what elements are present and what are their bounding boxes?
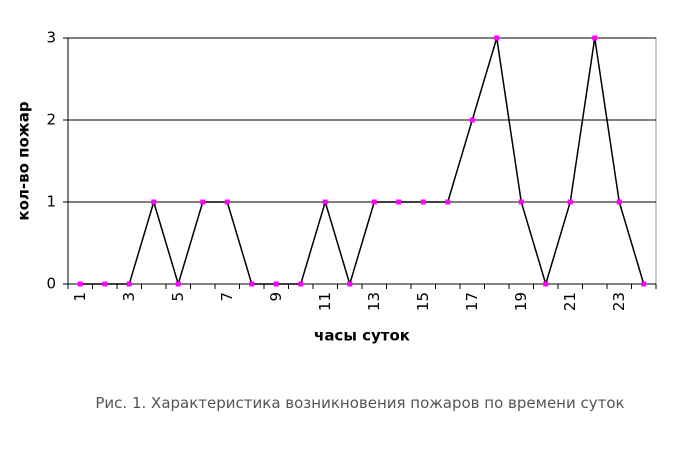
caption: Рис. 1. Характеристика возникновения пож… (95, 394, 625, 412)
data-point (273, 281, 279, 287)
x-tick-label: 3 (120, 292, 138, 302)
plot-frame (67, 37, 657, 285)
y-tick-label: 3 (46, 29, 56, 47)
data-point (396, 199, 402, 205)
data-point (641, 281, 647, 287)
x-tick-label: 5 (169, 292, 187, 302)
data-point (298, 281, 304, 287)
x-tick-label: 11 (316, 292, 334, 311)
x-tick-label: 21 (561, 292, 579, 311)
x-tick-label: 1 (71, 292, 89, 302)
data-point (224, 199, 230, 205)
y-tick-label: 2 (46, 111, 56, 129)
data-point (543, 281, 549, 287)
data-point (200, 199, 206, 205)
data-point (494, 35, 500, 41)
data-point (126, 281, 132, 287)
data-point (77, 281, 83, 287)
data-point (347, 281, 353, 287)
data-point (469, 117, 475, 123)
y-tick-label: 0 (46, 275, 56, 293)
x-axis-label: часы суток (314, 327, 410, 345)
data-point (567, 199, 573, 205)
data-point (445, 199, 451, 205)
data-point (151, 199, 157, 205)
x-tick-label: 19 (512, 292, 530, 311)
data-point (518, 199, 524, 205)
data-point (102, 281, 108, 287)
x-tick-label: 23 (610, 292, 628, 311)
x-tick-label: 13 (365, 292, 383, 311)
data-point (322, 199, 328, 205)
x-tick-label: 7 (218, 292, 236, 302)
y-axis-label: кол-во пожар (15, 101, 33, 220)
y-tick-label: 1 (46, 193, 56, 211)
data-point (592, 35, 598, 41)
data-point (420, 199, 426, 205)
data-point (249, 281, 255, 287)
data-point (371, 199, 377, 205)
data-point (616, 199, 622, 205)
data-point (175, 281, 181, 287)
data-line (80, 37, 645, 287)
x-tick-label: 17 (463, 292, 481, 311)
x-tick-label: 9 (267, 292, 285, 302)
x-tick-label: 15 (414, 292, 432, 311)
